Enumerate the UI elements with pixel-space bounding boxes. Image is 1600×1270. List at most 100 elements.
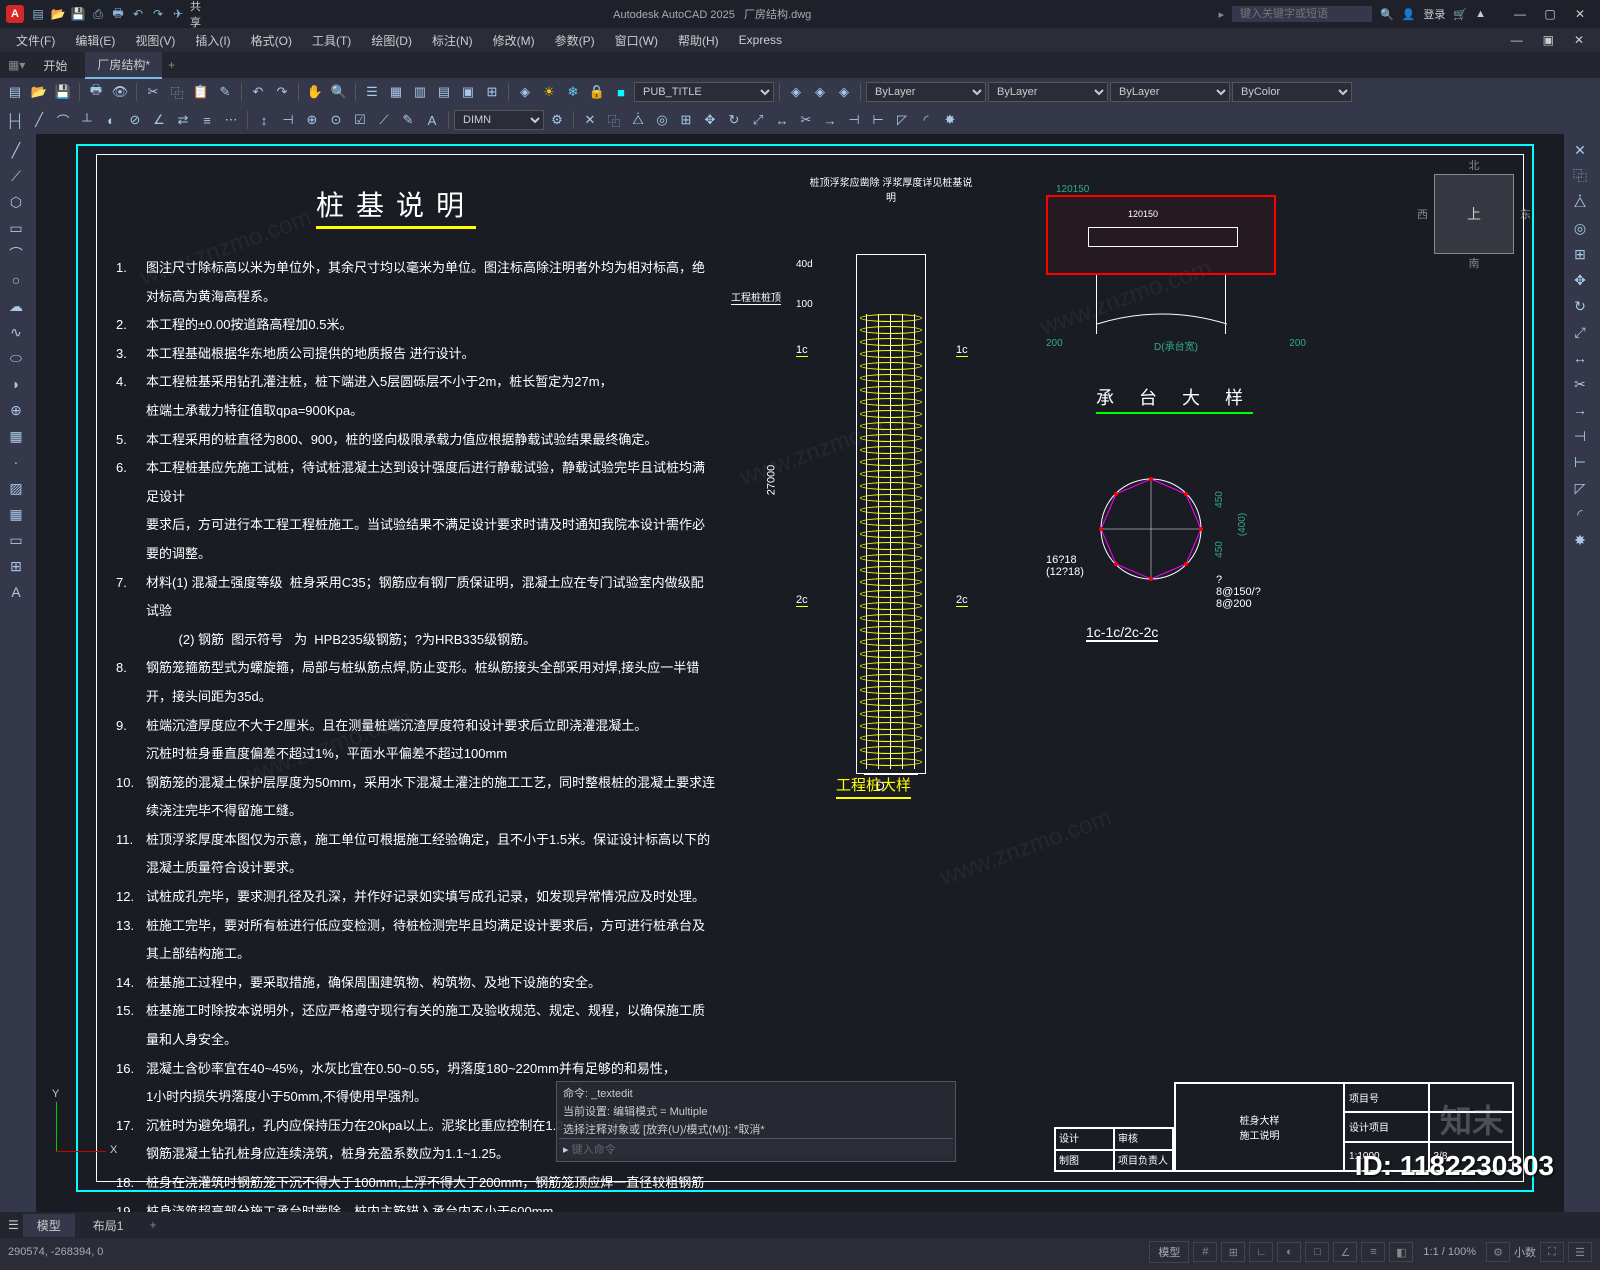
draw-line-icon[interactable]: ╱ — [2, 138, 30, 162]
redo-icon[interactable]: ↷ — [150, 6, 166, 22]
tb-lock-icon[interactable]: 🔒 — [586, 81, 608, 103]
maximize-button[interactable]: ▢ — [1536, 4, 1564, 24]
minimize-button[interactable]: — — [1506, 4, 1534, 24]
saveas-icon[interactable]: ⎙ — [90, 6, 106, 22]
tb-designcenter-icon[interactable]: ▦ — [385, 81, 407, 103]
dim-jogged-icon[interactable]: ⟋ — [373, 109, 395, 131]
menu-help[interactable]: 帮助(H) — [670, 30, 727, 51]
draw-table-icon[interactable]: ⊞ — [2, 554, 30, 578]
tb-layeroff-icon[interactable]: ◈ — [809, 81, 831, 103]
dim-quick-icon[interactable]: ⇄ — [172, 109, 194, 131]
mod2-break-icon[interactable]: ⊣ — [1566, 424, 1594, 448]
tb-zoom-icon[interactable]: 🔍 — [328, 81, 350, 103]
tab-add-layout[interactable]: + — [141, 1218, 164, 1232]
mod-rotate-icon[interactable]: ↻ — [723, 109, 745, 131]
customization-icon[interactable]: ☰ — [1568, 1242, 1592, 1262]
draw-polygon-icon[interactable]: ⬡ — [2, 190, 30, 214]
drawing-canvas[interactable]: www.znzmo.com www.znzmo.com www.znzmo.co… — [36, 134, 1564, 1212]
cart-icon[interactable]: 🛒 — [1453, 8, 1467, 21]
draw-region-icon[interactable]: ▭ — [2, 528, 30, 552]
mod2-trim-icon[interactable]: ✂ — [1566, 372, 1594, 396]
login-label[interactable]: 登录 — [1423, 6, 1445, 22]
menu-parametric[interactable]: 参数(P) — [547, 30, 603, 51]
undo-icon[interactable]: ↶ — [130, 6, 146, 22]
tab-layout1[interactable]: 布局1 — [79, 1214, 138, 1237]
fullscreen-icon[interactable]: ⛶ — [1540, 1242, 1564, 1262]
dim-baseline-icon[interactable]: ≡ — [196, 109, 218, 131]
mod2-fillet-icon[interactable]: ◜ — [1566, 502, 1594, 526]
tb-cyan-icon[interactable]: ■ — [610, 81, 632, 103]
tb-sun-icon[interactable]: ☀ — [538, 81, 560, 103]
plot-icon[interactable]: 🖶 — [110, 6, 126, 22]
dim-space-icon[interactable]: ↕ — [253, 109, 275, 131]
tab-add-icon[interactable]: + — [168, 58, 175, 72]
linetype-combo[interactable]: ByLayer — [988, 82, 1108, 102]
status-scale[interactable]: 1:1 / 100% — [1417, 1244, 1482, 1260]
menu-dimension[interactable]: 标注(N) — [424, 30, 481, 51]
draw-revcloud-icon[interactable]: ☁ — [2, 294, 30, 318]
draw-mtext-icon[interactable]: A — [2, 580, 30, 604]
menu-insert[interactable]: 插入(I) — [187, 30, 238, 51]
mod2-move-icon[interactable]: ✥ — [1566, 268, 1594, 292]
menu-format[interactable]: 格式(O) — [243, 30, 300, 51]
draw-arc-icon[interactable]: ⌒ — [2, 242, 30, 266]
mod-copy-icon[interactable]: ⿻ — [603, 109, 625, 131]
tb-plot-icon[interactable]: 🖶 — [85, 81, 107, 103]
lineweight-combo[interactable]: ByLayer — [1110, 82, 1230, 102]
help-icon[interactable]: ▲ — [1475, 8, 1486, 20]
mod-explode-icon[interactable]: ✸ — [939, 109, 961, 131]
mod-move-icon[interactable]: ✥ — [699, 109, 721, 131]
mod-join-icon[interactable]: ⊢ — [867, 109, 889, 131]
tab-start[interactable]: 开始 — [31, 53, 79, 78]
mod2-rotate-icon[interactable]: ↻ — [1566, 294, 1594, 318]
close-button[interactable]: ✕ — [1566, 4, 1594, 24]
lwt-toggle-icon[interactable]: ≡ — [1361, 1242, 1385, 1262]
draw-rectangle-icon[interactable]: ▭ — [2, 216, 30, 240]
command-line[interactable]: 命令: _textedit 当前设置: 编辑模式 = Multiple 选择注释… — [556, 1081, 956, 1162]
cmd-prompt[interactable]: ▸ 键入命令 — [559, 1138, 953, 1159]
menu-view[interactable]: 视图(V) — [127, 30, 183, 51]
mod-trim-icon[interactable]: ✂ — [795, 109, 817, 131]
open-icon[interactable]: 📂 — [50, 6, 66, 22]
dim-linear-icon[interactable]: ├┤ — [4, 109, 26, 131]
dim-aligned-icon[interactable]: ╱ — [28, 109, 50, 131]
plotstyle-combo[interactable]: ByColor — [1232, 82, 1352, 102]
mod2-explode-icon[interactable]: ✸ — [1566, 528, 1594, 552]
mod2-extend-icon[interactable]: → — [1566, 398, 1594, 422]
mod2-array-icon[interactable]: ⊞ — [1566, 242, 1594, 266]
dim-tedit-icon[interactable]: A — [421, 109, 443, 131]
draw-polyline-icon[interactable]: ⟋ — [2, 164, 30, 188]
new-icon[interactable]: ▤ — [30, 6, 46, 22]
dimstyle-icon[interactable]: ⚙ — [546, 109, 568, 131]
tab-model[interactable]: 模型 — [23, 1214, 75, 1237]
snap-toggle-icon[interactable]: ⊞ — [1221, 1242, 1245, 1262]
user-icon[interactable]: 👤 — [1402, 8, 1416, 21]
tb-open-icon[interactable]: 📂 — [28, 81, 50, 103]
menu-tools[interactable]: 工具(T) — [304, 30, 359, 51]
tb-freeze-icon[interactable]: ❄ — [562, 81, 584, 103]
mod2-erase-icon[interactable]: ✕ — [1566, 138, 1594, 162]
dimstyle-combo[interactable]: DIMN — [454, 110, 544, 130]
mod-stretch-icon[interactable]: ↔ — [771, 109, 793, 131]
tb-props-icon[interactable]: ☰ — [361, 81, 383, 103]
color-combo[interactable]: ByLayer — [866, 82, 986, 102]
menu-restore-icon[interactable]: ▣ — [1535, 31, 1562, 49]
mod-break-icon[interactable]: ⊣ — [843, 109, 865, 131]
status-model[interactable]: 模型 — [1149, 1241, 1189, 1263]
dim-continue-icon[interactable]: ⋯ — [220, 109, 242, 131]
tab-start-dropdown[interactable]: ▦▾ — [8, 58, 25, 72]
tab-file-active[interactable]: 厂房结构* — [85, 52, 162, 79]
tb-match-icon[interactable]: ✎ — [214, 81, 236, 103]
layout-tabs-menu-icon[interactable]: ☰ — [8, 1218, 19, 1232]
polar-toggle-icon[interactable]: ◐ — [1277, 1242, 1301, 1262]
dim-inspect-icon[interactable]: ☑ — [349, 109, 371, 131]
tb-new-icon[interactable]: ▤ — [4, 81, 26, 103]
mod2-join-icon[interactable]: ⊢ — [1566, 450, 1594, 474]
tb-layeriso-icon[interactable]: ◈ — [785, 81, 807, 103]
share-icon[interactable]: ✈ — [170, 6, 186, 22]
mod-offset-icon[interactable]: ◎ — [651, 109, 673, 131]
mod-scale-icon[interactable]: ⤢ — [747, 109, 769, 131]
menu-file[interactable]: 文件(F) — [8, 30, 63, 51]
dim-diameter-icon[interactable]: ⊘ — [124, 109, 146, 131]
draw-insert-icon[interactable]: ⊕ — [2, 398, 30, 422]
